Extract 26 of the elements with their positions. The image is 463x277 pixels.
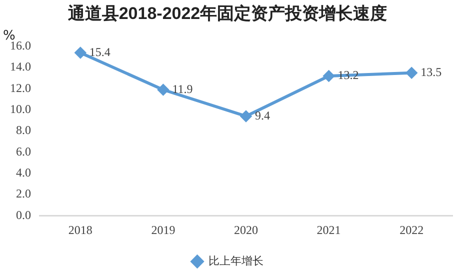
- y-tick-label: 14.0: [10, 60, 31, 74]
- x-tick-label: 2019: [151, 222, 176, 237]
- y-tick-label: 10.0: [10, 102, 31, 116]
- y-tick-label: 6.0: [16, 144, 31, 158]
- y-tick-label: 16.0: [10, 38, 31, 53]
- y-tick-label: 12.0: [10, 80, 31, 95]
- point: [158, 84, 169, 96]
- point: [240, 110, 252, 122]
- y-tick-label: 2.0: [16, 186, 31, 201]
- point: [74, 47, 86, 58]
- point: [323, 70, 334, 82]
- x-tick-label: 2020: [234, 222, 258, 237]
- data-label: 15.4: [89, 44, 110, 59]
- data-label: 9.4: [255, 108, 270, 122]
- data-label: 13.5: [420, 64, 442, 79]
- y-tick-label: 0.0: [16, 208, 31, 222]
- data-label: 13.2: [338, 68, 359, 82]
- x-tick-label: 2021: [316, 222, 341, 237]
- x-tick-label: 2022: [400, 222, 424, 237]
- chart-title: 通道县2018-2022年固定资产投资增长速度: [66, 4, 388, 23]
- data-label: 11.9: [172, 82, 193, 96]
- y-tick-label: 8.0: [16, 123, 31, 138]
- point: [406, 67, 418, 78]
- x-tick-label: 2018: [68, 222, 92, 237]
- y-tick-label: 4.0: [16, 165, 31, 180]
- legend-label: 比上年增长: [208, 254, 264, 268]
